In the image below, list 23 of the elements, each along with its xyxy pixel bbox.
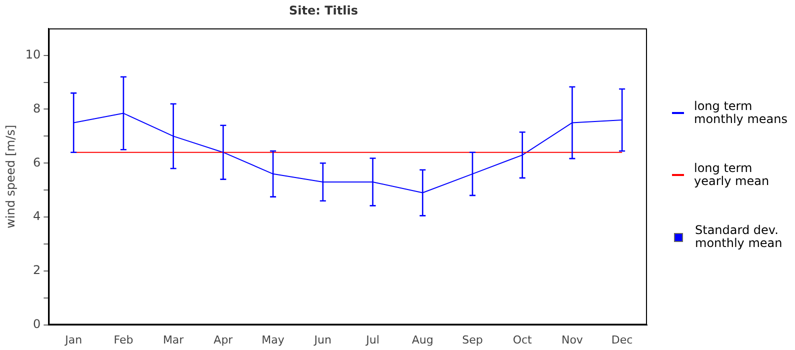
x-tick-label: Jul — [365, 333, 380, 346]
y-tick-label: 10 — [25, 47, 41, 62]
x-tick-label: Jan — [64, 333, 82, 346]
legend-label: long term yearly mean — [694, 161, 770, 188]
x-tick-label: Jun — [313, 333, 332, 346]
y-tick-label: 4 — [33, 209, 41, 224]
x-tick-label: Dec — [611, 333, 633, 346]
y-axis-title: wind speed [m/s] — [3, 124, 18, 228]
x-tick-label: Apr — [214, 333, 234, 346]
y-tick-label: 0 — [33, 316, 41, 331]
x-tick-label: May — [262, 333, 285, 346]
text: Standard dev. monthly mean — [695, 223, 784, 250]
y-tick-label: 8 — [33, 101, 41, 116]
x-tick-label: Sep — [462, 333, 483, 346]
legend-label: long term monthly means — [694, 99, 788, 126]
x-tick-label: Aug — [412, 333, 434, 346]
y-tick-label: 6 — [33, 155, 41, 170]
chart-title: Site: Titlis — [288, 3, 358, 18]
x-tick-label: Feb — [114, 333, 134, 346]
x-tick-label: Nov — [561, 333, 584, 346]
y-tick-label: 2 — [33, 263, 41, 278]
x-tick-label: Oct — [512, 333, 533, 346]
x-tick-label: Mar — [162, 333, 184, 346]
